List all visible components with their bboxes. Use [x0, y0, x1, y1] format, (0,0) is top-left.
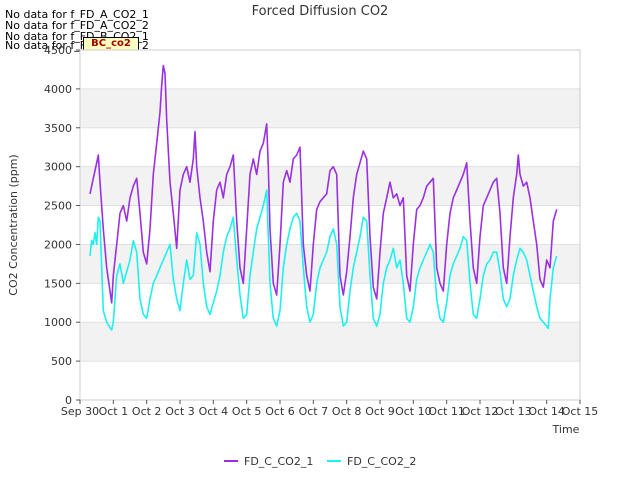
x-tick-label: Oct 2 — [132, 405, 162, 418]
x-tick-label: Oct 10 — [395, 405, 432, 418]
legend-label-fd-c-co2-2: FD_C_CO2_2 — [347, 455, 416, 468]
x-tick-label: Oct 5 — [232, 405, 262, 418]
y-tick-label: 3500 — [44, 122, 72, 135]
x-tick-label: Oct 13 — [495, 405, 532, 418]
y-tick-label: 500 — [51, 355, 72, 368]
plot-frame — [79, 49, 581, 401]
x-tick-label: Oct 11 — [428, 405, 465, 418]
x-tick-label: Oct 7 — [299, 405, 329, 418]
x-tick-label: Oct 14 — [528, 405, 565, 418]
series-line-fd-c-co2-1 — [89, 64, 558, 304]
x-tick-label: Oct 6 — [265, 405, 295, 418]
x-tick-label: Oct 4 — [199, 405, 229, 418]
x-tick-label: Sep 30 — [61, 405, 99, 418]
x-axis-label: Time — [552, 423, 580, 436]
x-tick-label: Oct 8 — [332, 405, 362, 418]
legend-label-fd-c-co2-1: FD_C_CO2_1 — [244, 455, 313, 468]
grid-band — [80, 244, 580, 284]
legend: FD_C_CO2_1 FD_C_CO2_2 — [224, 455, 416, 468]
no-data-note-2: No data for f_FD_A_CO2_2 — [5, 19, 149, 32]
y-tick-label: 1000 — [44, 316, 72, 329]
chart-title: Forced Diffusion CO2 — [252, 4, 389, 19]
x-tick-label: Oct 1 — [99, 405, 129, 418]
no-data-note-1: No data for f_FD_A_CO2_1 — [5, 8, 149, 21]
y-tick-label: 4500 — [44, 44, 72, 57]
y-tick-label: 2500 — [44, 200, 72, 213]
x-tick-label: Oct 3 — [165, 405, 195, 418]
x-tick-label: Oct 12 — [462, 405, 499, 418]
y-tick-label: 2000 — [44, 238, 72, 251]
series-line-fd-c-co2-2 — [89, 189, 558, 331]
y-tick-label: 3000 — [44, 161, 72, 174]
x-tick-label: Oct 9 — [365, 405, 395, 418]
y-axis-label: CO2 Concentration (ppm) — [7, 154, 20, 295]
no-data-note-4: No data for f_FD_B_CO2_2 — [5, 39, 149, 52]
x-tick-label: Oct 15 — [562, 405, 599, 418]
y-tick-label: 4000 — [44, 83, 72, 96]
no-data-note-3: No data for f_FD_B_CO2_1 — [5, 30, 149, 43]
grid-band — [80, 88, 580, 128]
y-tick-label: 0 — [65, 394, 72, 407]
y-tick-label: 1500 — [44, 277, 72, 290]
grid-band — [80, 322, 580, 362]
